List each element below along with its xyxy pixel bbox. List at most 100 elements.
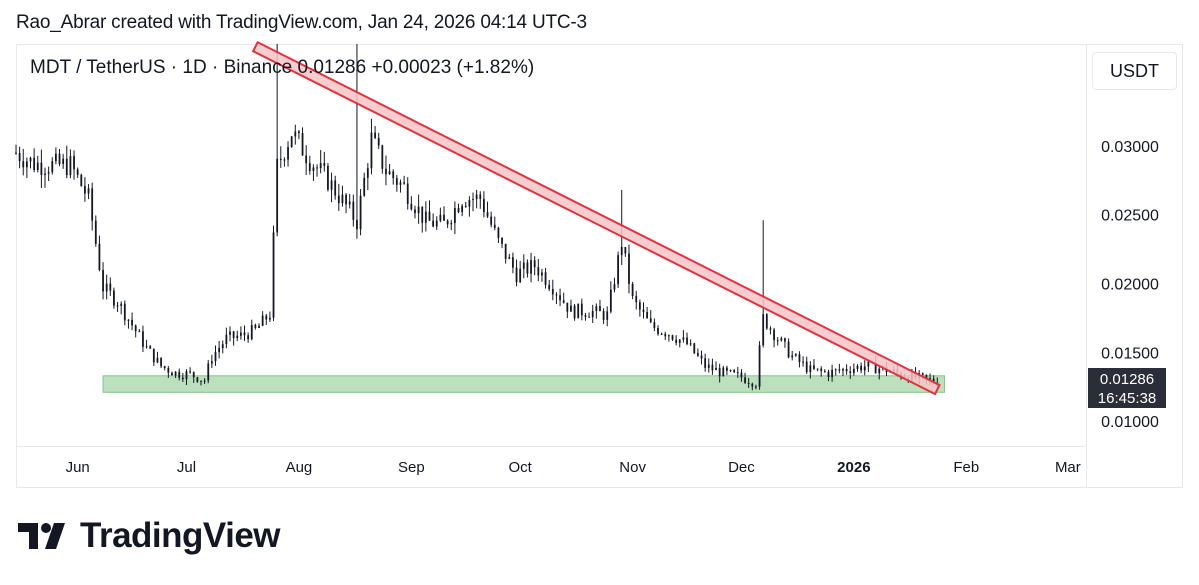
candle-body	[842, 368, 844, 371]
currency-selector[interactable]: USDT	[1092, 52, 1177, 90]
candle-body	[497, 227, 500, 238]
candle-body	[515, 267, 518, 283]
candle-body	[464, 205, 467, 207]
candle-body	[232, 331, 235, 339]
x-tick-label: Sep	[398, 459, 425, 476]
candle-body	[729, 370, 732, 372]
candle-body	[461, 205, 464, 213]
candle-body	[301, 133, 304, 156]
candle-body	[595, 306, 598, 311]
candle-body	[18, 152, 21, 162]
candle-body	[62, 158, 65, 165]
candle-body	[261, 315, 264, 326]
chart-panel[interactable]	[16, 44, 1183, 488]
candle-body	[765, 314, 768, 329]
candle-body	[439, 214, 442, 221]
candle-body	[671, 335, 674, 340]
candle-body	[580, 303, 583, 316]
candle-body	[15, 152, 17, 154]
candle-body	[780, 338, 783, 341]
candle-body	[722, 367, 725, 377]
candle-body	[254, 325, 257, 328]
candle-body	[638, 302, 641, 310]
candle-body	[490, 216, 493, 225]
candle-body	[196, 377, 199, 382]
candle-body	[649, 318, 652, 323]
candle-body	[152, 348, 155, 363]
candle-body	[435, 220, 438, 227]
candle-body	[319, 163, 322, 169]
candle-body	[548, 284, 551, 289]
candle-body	[631, 283, 634, 297]
tradingview-logo[interactable]: TradingView	[18, 516, 281, 556]
candle-body	[551, 288, 554, 295]
candle-body	[385, 168, 387, 175]
candle-body	[588, 316, 590, 318]
candle-body	[537, 267, 540, 276]
x-tick-label: Feb	[953, 459, 979, 476]
candle-body	[341, 194, 344, 204]
candle-body	[399, 182, 402, 185]
candle-body	[827, 371, 830, 378]
candle-body	[47, 172, 50, 174]
candle-body	[181, 377, 184, 380]
candle-body	[290, 136, 293, 147]
candle-body	[279, 158, 282, 160]
symbol-legend[interactable]: MDT / TetherUS · 1D · Binance 0.01286 +0…	[30, 57, 534, 79]
candle-body	[69, 156, 72, 176]
candle-body	[247, 335, 250, 340]
symbol-pair[interactable]: MDT / TetherUS · 1D · Binance	[30, 57, 293, 78]
candle-body	[533, 260, 536, 268]
candle-body	[747, 382, 750, 384]
candle-body	[312, 167, 315, 171]
candle-body	[298, 131, 300, 134]
candle-body	[54, 153, 57, 162]
x-tick-label: Nov	[619, 459, 646, 476]
candle-body	[374, 132, 376, 138]
candle-body	[823, 371, 826, 373]
candle-body	[584, 315, 587, 317]
candle-body	[678, 339, 681, 343]
candle-body	[820, 368, 823, 372]
candle-body	[838, 369, 841, 371]
candle-body	[443, 214, 445, 221]
candle-body	[526, 262, 529, 274]
candle-body	[798, 354, 801, 362]
candle-body	[428, 211, 431, 221]
candle-body	[149, 346, 152, 349]
candle-body	[566, 302, 569, 312]
candle-body	[348, 201, 351, 205]
candle-body	[635, 296, 638, 303]
candle-body	[414, 209, 416, 214]
candle-body	[613, 284, 616, 290]
candle-body	[570, 305, 572, 312]
candle-body	[163, 366, 166, 369]
candle-body	[813, 365, 815, 369]
candle-body	[689, 343, 692, 345]
downtrend-channel[interactable]	[251, 40, 941, 396]
candle-body	[457, 207, 460, 213]
candle-body	[519, 268, 522, 283]
candle-body	[294, 131, 297, 137]
candle-body	[787, 341, 790, 358]
candle-body	[522, 262, 525, 269]
candle-body	[501, 237, 503, 244]
candle-body	[134, 325, 137, 332]
candle-body	[929, 377, 931, 379]
candle-body	[693, 343, 696, 354]
support-zone[interactable]	[102, 375, 946, 393]
candle-body	[73, 156, 75, 170]
candle-body	[214, 352, 217, 362]
candle-body	[617, 255, 620, 285]
candle-body	[794, 354, 797, 356]
candle-body	[36, 162, 39, 171]
candle-body	[784, 338, 786, 342]
candle-body	[925, 374, 928, 378]
candle-body	[189, 371, 192, 373]
candle-body	[762, 314, 765, 346]
candle-body	[33, 157, 36, 171]
candle-body	[849, 371, 852, 373]
bar-countdown: 16:45:38	[1097, 390, 1157, 407]
candle-body	[878, 368, 881, 374]
